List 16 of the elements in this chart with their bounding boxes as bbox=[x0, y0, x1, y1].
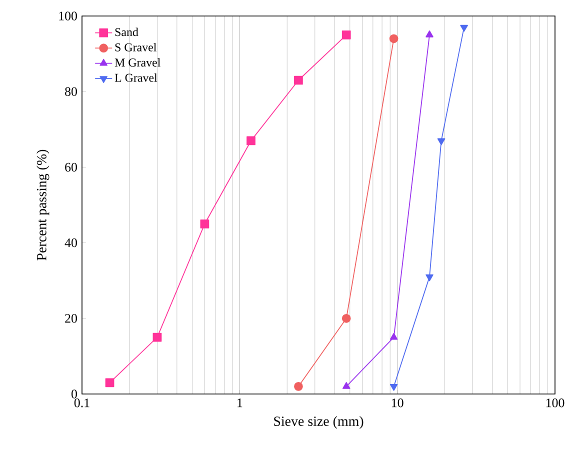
x-tick-label: 0.1 bbox=[74, 398, 90, 408]
y-tick-label: 100 bbox=[59, 12, 77, 20]
x-axis-title: Sieve size (mm) bbox=[274, 416, 364, 429]
y-tick-label: 60 bbox=[65, 162, 77, 172]
y-axis-title: Percent passing (%) bbox=[36, 150, 50, 260]
y-tick-label: 80 bbox=[65, 87, 77, 96]
legend-label: L Gravel bbox=[114, 73, 158, 82]
y-tick-label: 20 bbox=[65, 314, 77, 323]
legend-label: Sand bbox=[115, 28, 138, 36]
x-tick-label: 1 bbox=[238, 398, 242, 408]
y-tick-label: 0 bbox=[72, 390, 77, 398]
y-tick-label: 40 bbox=[64, 238, 77, 248]
legend-label: M Gravel bbox=[114, 58, 160, 67]
x-tick-label: 100 bbox=[546, 398, 564, 408]
legend-label: S Gravel bbox=[115, 42, 156, 52]
x-tick-label: 10 bbox=[392, 398, 404, 408]
